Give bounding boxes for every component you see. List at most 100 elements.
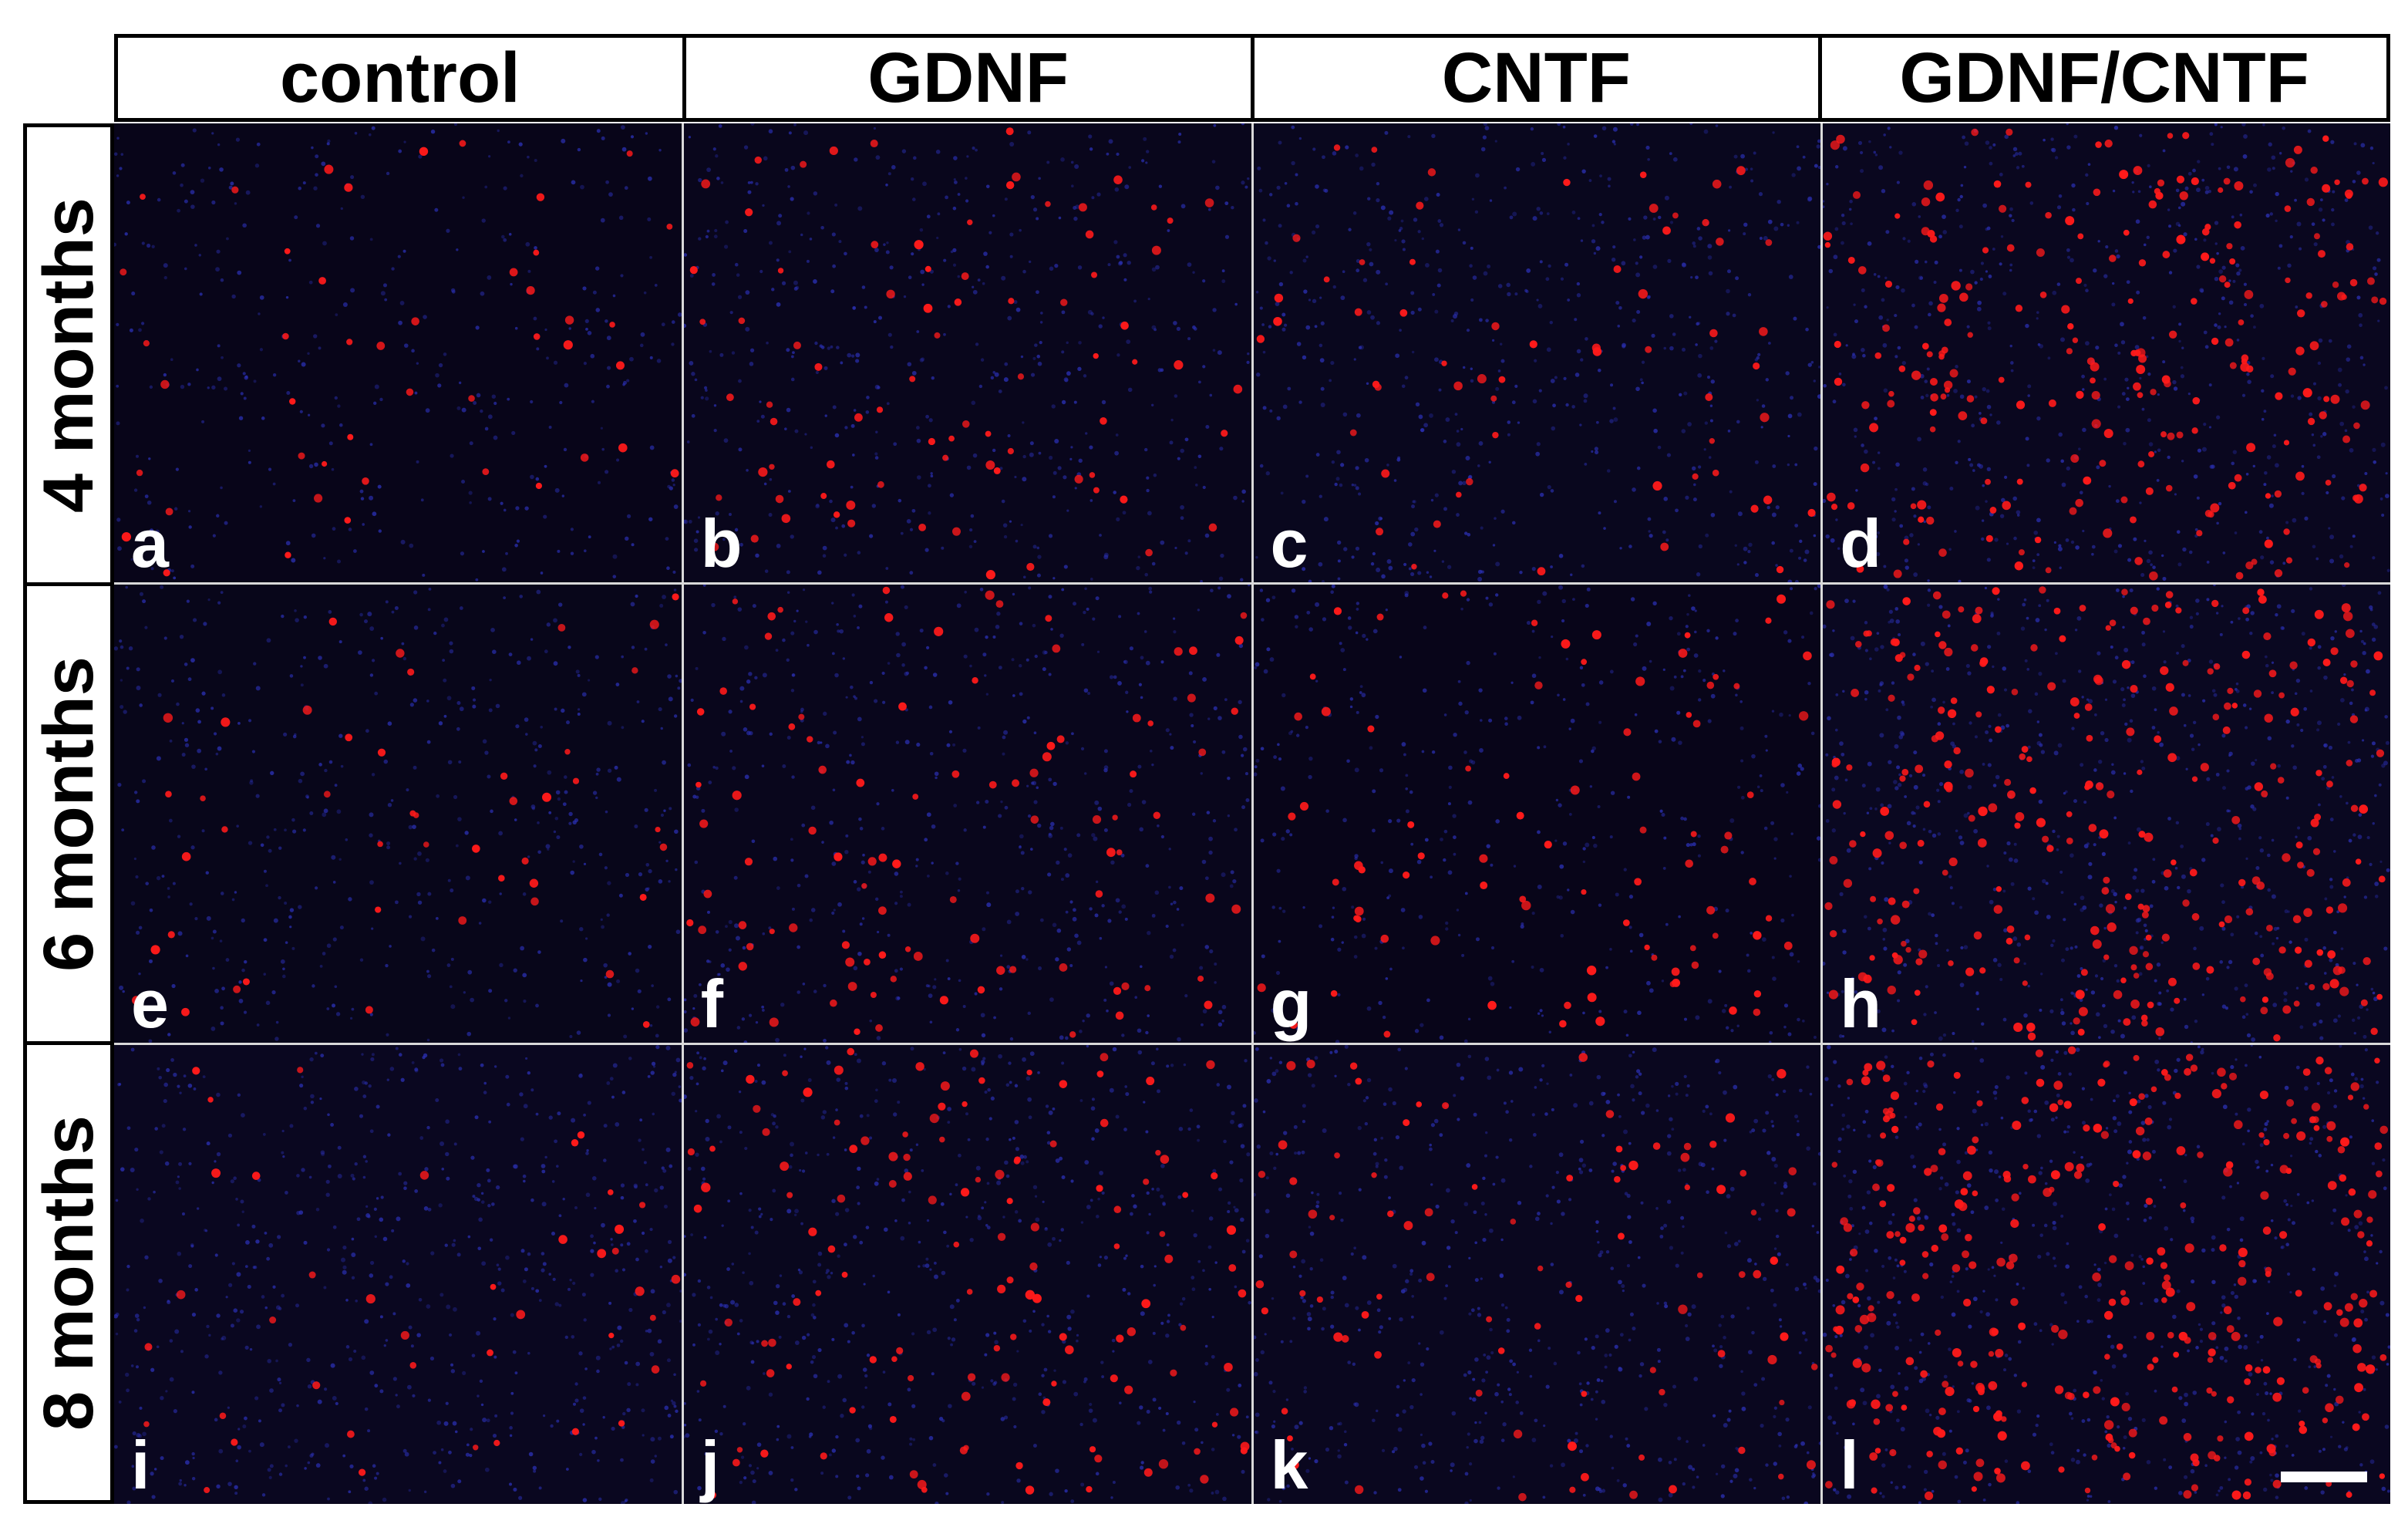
- blue-nucleus: [1305, 325, 1310, 330]
- blue-nucleus: [2167, 208, 2171, 211]
- panel-label-g: g: [1270, 966, 1312, 1043]
- blue-nucleus: [1416, 571, 1421, 575]
- red-cell: [131, 995, 141, 1005]
- blue-nucleus: [2052, 829, 2056, 833]
- red-cell: [655, 826, 661, 832]
- blue-nucleus: [658, 706, 662, 711]
- blue-nucleus: [1500, 359, 1504, 363]
- blue-nucleus: [1158, 184, 1162, 188]
- blue-nucleus: [475, 325, 480, 330]
- blue-nucleus: [1294, 625, 1298, 629]
- red-cell: [1712, 179, 1721, 189]
- blue-nucleus: [2071, 727, 2075, 730]
- blue-nucleus: [1018, 663, 1022, 668]
- blue-nucleus: [2272, 838, 2275, 841]
- blue-nucleus: [1260, 747, 1264, 750]
- blue-nucleus: [493, 435, 498, 440]
- blue-nucleus: [1987, 644, 1992, 649]
- blue-nucleus: [579, 926, 584, 932]
- blue-nucleus: [1562, 125, 1565, 129]
- blue-nucleus: [1580, 239, 1583, 242]
- blue-nucleus: [1115, 433, 1119, 437]
- blue-nucleus: [1106, 152, 1110, 156]
- blue-nucleus: [2206, 561, 2210, 564]
- blue-nucleus: [1145, 660, 1150, 666]
- blue-nucleus: [1688, 315, 1691, 319]
- blue-nucleus: [2010, 882, 2015, 886]
- blue-nucleus: [369, 495, 374, 501]
- blue-nucleus: [1305, 610, 1310, 615]
- blue-nucleus: [2009, 857, 2013, 862]
- red-cell: [2083, 476, 2092, 485]
- blue-nucleus: [1878, 689, 1881, 693]
- blue-nucleus: [1470, 379, 1473, 383]
- blue-nucleus: [1038, 451, 1042, 455]
- blue-nucleus: [907, 362, 911, 367]
- red-cell: [918, 523, 926, 531]
- blue-nucleus: [2291, 609, 2295, 613]
- blue-nucleus: [1727, 229, 1730, 232]
- blue-nucleus: [1260, 617, 1265, 622]
- blue-nucleus: [1888, 841, 1891, 845]
- blue-nucleus: [957, 193, 961, 196]
- red-cell: [2192, 962, 2201, 970]
- blue-nucleus: [299, 410, 303, 413]
- blue-nucleus: [988, 231, 992, 234]
- red-cell: [1366, 725, 1374, 733]
- blue-nucleus: [1841, 221, 1847, 226]
- blue-nucleus: [1239, 578, 1244, 582]
- blue-nucleus: [308, 464, 314, 469]
- blue-nucleus: [1909, 533, 1914, 538]
- blue-nucleus: [322, 951, 326, 956]
- blue-nucleus: [1593, 134, 1597, 138]
- blue-nucleus: [904, 671, 908, 676]
- blue-nucleus: [456, 700, 461, 705]
- blue-nucleus: [1873, 150, 1877, 154]
- red-cell: [777, 268, 784, 274]
- blue-nucleus: [1692, 841, 1696, 846]
- blue-nucleus: [536, 347, 540, 351]
- blue-nucleus: [2371, 754, 2375, 758]
- blue-nucleus: [830, 911, 835, 915]
- blue-nucleus: [1212, 818, 1216, 823]
- blue-nucleus: [1881, 1027, 1887, 1033]
- blue-nucleus: [831, 232, 836, 237]
- blue-nucleus: [1208, 850, 1213, 855]
- blue-nucleus: [1775, 505, 1780, 510]
- blue-nucleus: [1796, 145, 1799, 149]
- blue-nucleus: [1615, 301, 1619, 305]
- blue-nucleus: [2006, 542, 2009, 545]
- blue-nucleus: [1205, 425, 1210, 430]
- blue-nucleus: [2126, 397, 2130, 401]
- red-cell: [1935, 631, 1941, 637]
- blue-nucleus: [972, 147, 975, 150]
- red-cell: [1945, 387, 1951, 393]
- blue-nucleus: [2098, 1036, 2101, 1039]
- blue-nucleus: [1148, 590, 1153, 594]
- blue-nucleus: [467, 969, 473, 975]
- blue-nucleus: [713, 228, 718, 233]
- blue-nucleus: [1817, 244, 1821, 249]
- blue-nucleus: [1767, 342, 1771, 345]
- blue-nucleus: [1652, 265, 1657, 269]
- blue-nucleus: [1787, 434, 1790, 438]
- blue-nucleus: [201, 828, 205, 832]
- blue-nucleus: [2307, 835, 2312, 841]
- red-cell: [1321, 706, 1331, 716]
- blue-nucleus: [583, 957, 588, 963]
- red-cell: [2019, 549, 2026, 556]
- blue-nucleus: [371, 126, 376, 130]
- blue-nucleus: [604, 865, 608, 869]
- blue-nucleus: [1897, 999, 1901, 1003]
- blue-nucleus: [294, 609, 297, 612]
- blue-nucleus: [273, 828, 277, 831]
- blue-nucleus: [927, 984, 931, 988]
- blue-nucleus: [916, 330, 919, 333]
- red-cell: [2141, 1014, 2148, 1021]
- blue-nucleus: [1018, 845, 1022, 849]
- blue-nucleus: [1601, 126, 1606, 131]
- red-cell: [2241, 358, 2248, 365]
- blue-nucleus: [697, 516, 700, 519]
- red-cell: [1915, 764, 1924, 773]
- red-cell: [2206, 966, 2214, 974]
